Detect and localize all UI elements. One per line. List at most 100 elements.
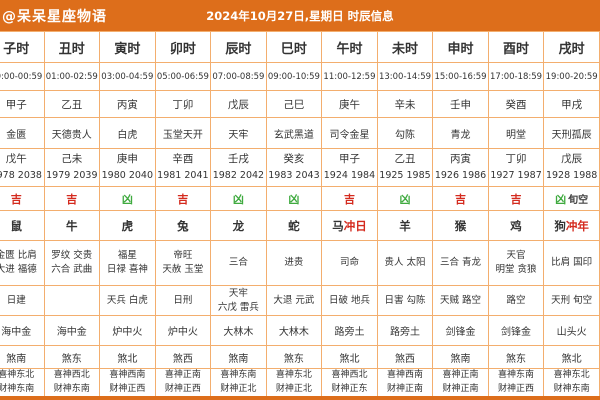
cell-nayin-5: 大林木 [265, 315, 323, 346]
cell-zodiac-10: 狗冲年 [543, 210, 600, 241]
cell-nayin-0: 海中金 [0, 315, 45, 346]
bottom-accent-bar [0, 396, 600, 400]
cell-ganzhi-0: 甲子 [0, 90, 45, 118]
cell-luck-2: 凶 [99, 186, 156, 211]
cell-times-10: 19:00-20:59 [543, 62, 600, 91]
cell-sha-2: 煞北 [99, 345, 156, 369]
cell-huangdao-6: 司令金星 [321, 117, 378, 149]
cell-luck-0: 吉 [0, 186, 45, 211]
row-nayin: 海中金 海中金 炉中火 炉中火 大林木 大林木 路旁土 路旁土 剑锋金 剑锋金 山头火 [0, 315, 600, 346]
cell-chong-6: 甲子 1924 1984 [321, 148, 378, 187]
cell-zodiac-6: 马冲日 [321, 210, 378, 241]
row-hours: 子时 丑时 寅时 卯时 辰时 巳时 午时 未时 申时 酉时 戌时 [0, 31, 600, 63]
cell-directions-0: 喜神东北 财神东南 [0, 368, 45, 397]
cell-hours-5: 巳时 [265, 31, 323, 63]
cell-ganzhi-10: 甲戌 [543, 90, 600, 118]
cell-hours-1: 丑时 [43, 31, 101, 63]
cell-times-3: 05:00-06:59 [154, 62, 212, 91]
cell-xiongshen-8: 天贼 路空 [432, 285, 489, 316]
cell-xiongshen-2: 天兵 白虎 [99, 285, 156, 316]
cell-ganzhi-7: 辛未 [376, 90, 434, 118]
cell-jishen-3: 帝旺 天赦 玉堂 [154, 240, 212, 286]
cell-jishen-6: 司命 [321, 240, 378, 286]
cell-directions-10: 喜神东北 财神东南 [543, 368, 600, 397]
cell-huangdao-8: 青龙 [432, 117, 489, 149]
cell-luck-8: 吉 [432, 186, 489, 211]
cell-hours-2: 寅时 [99, 31, 156, 63]
cell-zodiac-2: 虎 [99, 210, 156, 241]
cell-ganzhi-3: 丁卯 [154, 90, 212, 118]
cell-times-0: 00:00-00:59 [0, 62, 45, 91]
cell-xiongshen-9: 路空 [487, 285, 545, 316]
cell-huangdao-1: 天德贵人 [43, 117, 101, 149]
cell-ganzhi-5: 己巳 [265, 90, 323, 118]
cell-ganzhi-2: 丙寅 [99, 90, 156, 118]
cell-luck-4: 凶 [210, 186, 267, 211]
cell-huangdao-2: 白虎 [99, 117, 156, 149]
cell-jishen-5: 进贵 [265, 240, 323, 286]
cell-jishen-1: 罗纹 交贵 六合 武曲 [43, 240, 101, 286]
row-zodiac: 鼠牛虎兔龙蛇马冲日羊猴鸡狗冲年 [0, 210, 600, 241]
cell-times-5: 09:00-10:59 [265, 62, 323, 91]
cell-nayin-7: 路旁土 [376, 315, 434, 346]
cell-luck-3: 吉 [154, 186, 212, 211]
cell-sha-4: 煞南 [210, 345, 267, 369]
cell-xiongshen-3: 日刑 [154, 285, 212, 316]
cell-zodiac-0: 鼠 [0, 210, 45, 241]
cell-xiongshen-10: 天刑 旬空 [543, 285, 600, 316]
cell-zodiac-4: 龙 [210, 210, 267, 241]
cell-luck-1: 吉 [43, 186, 101, 211]
cell-times-9: 17:00-18:59 [487, 62, 545, 91]
cell-chong-0: 戊午1978 2038 [0, 148, 45, 187]
cell-xiongshen-7: 日害 勾陈 [376, 285, 434, 316]
hours-table-body: 子时丑时寅时卯时辰时巳时午时未时申时酉时戌时00:00-00:5901:00-0… [0, 31, 600, 397]
cell-xiongshen-4: 天牢 六戊 雷兵 [210, 285, 267, 316]
cell-hours-9: 酉时 [487, 31, 545, 63]
cell-directions-7: 喜神西南 财神正南 [376, 368, 434, 397]
cell-hours-4: 辰时 [210, 31, 267, 63]
cell-xiongshen-1 [43, 285, 101, 316]
cell-huangdao-0: 金匮 [0, 117, 45, 149]
row-huangdao: 金匮 天德贵人 白虎 玉堂天开 天牢 玄武黑道 司令金星 勾陈 青龙 明堂 天刑孤辰 [0, 117, 600, 149]
cell-luck-5: 凶 [265, 186, 323, 211]
cell-chong-10: 戊辰 1928 1988 [543, 148, 600, 187]
cell-hours-3: 卯时 [154, 31, 212, 63]
cell-jishen-7: 贵人 太阳 [376, 240, 434, 286]
cell-nayin-3: 炉中火 [154, 315, 212, 346]
cell-sha-9: 煞东 [487, 345, 545, 369]
cell-sha-5: 煞东 [265, 345, 323, 369]
cell-jishen-2: 福星 日禄 喜神 [99, 240, 156, 286]
row-times: 00:00-00:5901:00-02:5903:00-04:5905:00-0… [0, 62, 600, 91]
cell-zodiac-1: 牛 [43, 210, 101, 241]
cell-directions-8: 喜神正南 财神正南 [432, 368, 489, 397]
brand-watermark: @呆呆星座物语 [2, 8, 107, 25]
cell-sha-6: 煞北 [321, 345, 378, 369]
cell-chong-1: 己未 1979 2039 [43, 148, 101, 187]
cell-times-6: 11:00-12:59 [321, 62, 378, 91]
cell-hours-6: 午时 [321, 31, 378, 63]
cell-huangdao-3: 玉堂天开 [154, 117, 212, 149]
cell-sha-7: 煞西 [376, 345, 434, 369]
cell-nayin-1: 海中金 [43, 315, 101, 346]
cell-ganzhi-8: 壬申 [432, 90, 489, 118]
cell-nayin-2: 炉中火 [99, 315, 156, 346]
cell-zodiac-5: 蛇 [265, 210, 323, 241]
cell-directions-2: 喜神西南 财神正西 [99, 368, 156, 397]
row-directions: 喜神东北 财神东南 喜神西北 财神东南 喜神西南 财神正西 喜神正南 财神正西 喜神东南 财神正北… [0, 368, 600, 397]
cell-hours-10: 戌时 [543, 31, 600, 63]
cell-hours-7: 未时 [376, 31, 434, 63]
cell-huangdao-4: 天牢 [210, 117, 267, 149]
cell-directions-9: 喜神东南 财神正西 [487, 368, 545, 397]
cell-nayin-9: 剑锋金 [487, 315, 545, 346]
cell-luck-10: 凶旬空 [543, 186, 600, 211]
row-luck: 吉吉凶吉凶凶吉凶吉吉凶旬空 [0, 186, 600, 211]
cell-jishen-4: 三合 [210, 240, 267, 286]
cell-sha-8: 煞南 [432, 345, 489, 369]
cell-huangdao-7: 勾陈 [376, 117, 434, 149]
cell-luck-6: 吉 [321, 186, 378, 211]
cell-chong-9: 丁卯 1927 1987 [487, 148, 545, 187]
cell-directions-3: 喜神正南 财神正西 [154, 368, 212, 397]
cell-jishen-0: 金匮 比肩大进 福德 [0, 240, 45, 286]
